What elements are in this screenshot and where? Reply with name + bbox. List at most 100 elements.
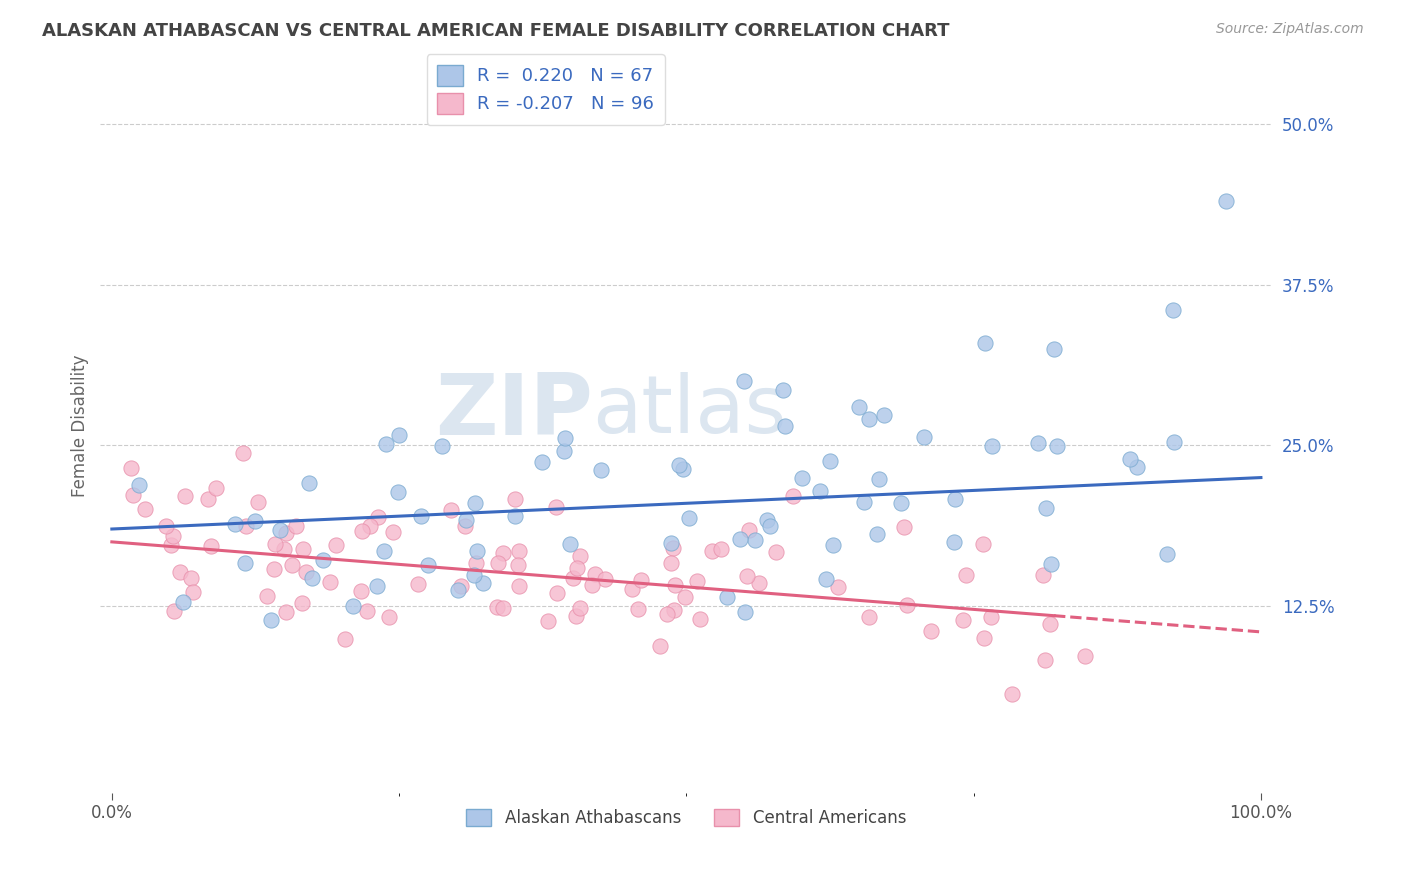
Point (263, 562, 285, 576)
Point (896, 598, 918, 612)
Point (508, 544, 530, 558)
Point (269, 523, 291, 537)
Point (122, 488, 145, 502)
Point (416, 558, 439, 572)
Text: ALASKAN ATHABASCAN VS CENTRAL AMERICAN FEMALE DISABILITY CORRELATION CHART: ALASKAN ATHABASCAN VS CENTRAL AMERICAN F… (42, 22, 949, 40)
Point (260, 613, 283, 627)
Point (821, 538, 844, 552)
Point (972, 537, 994, 551)
Point (980, 609, 1002, 624)
Point (873, 408, 896, 422)
Point (128, 478, 150, 492)
Point (359, 518, 381, 533)
Point (1043, 342, 1066, 356)
Point (664, 578, 686, 592)
Point (554, 431, 576, 445)
Point (169, 565, 191, 579)
Point (1215, 194, 1237, 208)
Point (1046, 439, 1069, 453)
Point (465, 544, 488, 558)
Point (672, 462, 695, 476)
Point (1039, 617, 1062, 632)
Point (155, 518, 177, 533)
Point (235, 556, 257, 570)
Point (568, 549, 591, 563)
Point (1156, 547, 1178, 561)
Point (450, 579, 472, 593)
Point (567, 561, 589, 575)
Point (430, 439, 453, 453)
Text: ZIP: ZIP (434, 370, 592, 453)
Point (702, 544, 724, 558)
Point (291, 596, 314, 610)
Point (197, 491, 219, 506)
Point (593, 572, 616, 586)
Point (285, 519, 308, 533)
Point (765, 545, 787, 559)
Point (716, 590, 738, 604)
Point (553, 444, 575, 458)
Point (366, 579, 388, 593)
Point (463, 568, 485, 582)
Point (668, 458, 690, 472)
Point (1161, 303, 1184, 318)
Point (447, 583, 470, 598)
Point (1001, 687, 1024, 701)
Point (673, 591, 696, 605)
Point (295, 565, 318, 579)
Point (325, 538, 347, 552)
Point (356, 604, 378, 618)
Point (335, 632, 357, 647)
Point (858, 412, 880, 426)
Point (387, 427, 409, 442)
Point (531, 455, 554, 469)
Point (852, 495, 875, 509)
Point (456, 513, 478, 527)
Point (243, 514, 266, 528)
Point (292, 541, 315, 556)
Point (471, 575, 494, 590)
Legend: Alaskan Athabascans, Central Americans: Alaskan Athabascans, Central Americans (458, 801, 915, 836)
Point (491, 601, 513, 615)
Point (733, 374, 755, 388)
Point (893, 520, 915, 534)
Point (756, 513, 779, 527)
Point (943, 535, 966, 549)
Point (439, 502, 461, 516)
Text: Source: ZipAtlas.com: Source: ZipAtlas.com (1216, 22, 1364, 37)
Point (181, 585, 204, 599)
Point (648, 639, 671, 653)
Point (1035, 500, 1057, 515)
Point (367, 510, 389, 524)
Point (627, 602, 650, 616)
Point (943, 491, 966, 506)
Point (562, 571, 585, 585)
Point (1074, 648, 1097, 663)
Point (686, 574, 709, 589)
Text: atlas: atlas (592, 373, 787, 450)
Point (772, 384, 794, 398)
Point (273, 542, 295, 557)
Point (858, 609, 880, 624)
Point (352, 524, 374, 538)
Point (1028, 436, 1050, 450)
Point (662, 603, 685, 617)
Point (782, 489, 804, 503)
Point (350, 583, 373, 598)
Point (710, 542, 733, 557)
Point (503, 508, 526, 523)
Point (659, 535, 682, 549)
Point (890, 496, 912, 510)
Point (274, 526, 297, 541)
Point (827, 580, 849, 594)
Point (848, 400, 870, 414)
Point (952, 613, 974, 627)
Point (163, 604, 186, 618)
Point (409, 508, 432, 523)
Y-axis label: Female Disability: Female Disability (72, 355, 89, 498)
Point (583, 566, 606, 581)
Point (1033, 653, 1056, 667)
Point (1032, 567, 1054, 582)
Point (662, 541, 685, 556)
Point (565, 609, 588, 624)
